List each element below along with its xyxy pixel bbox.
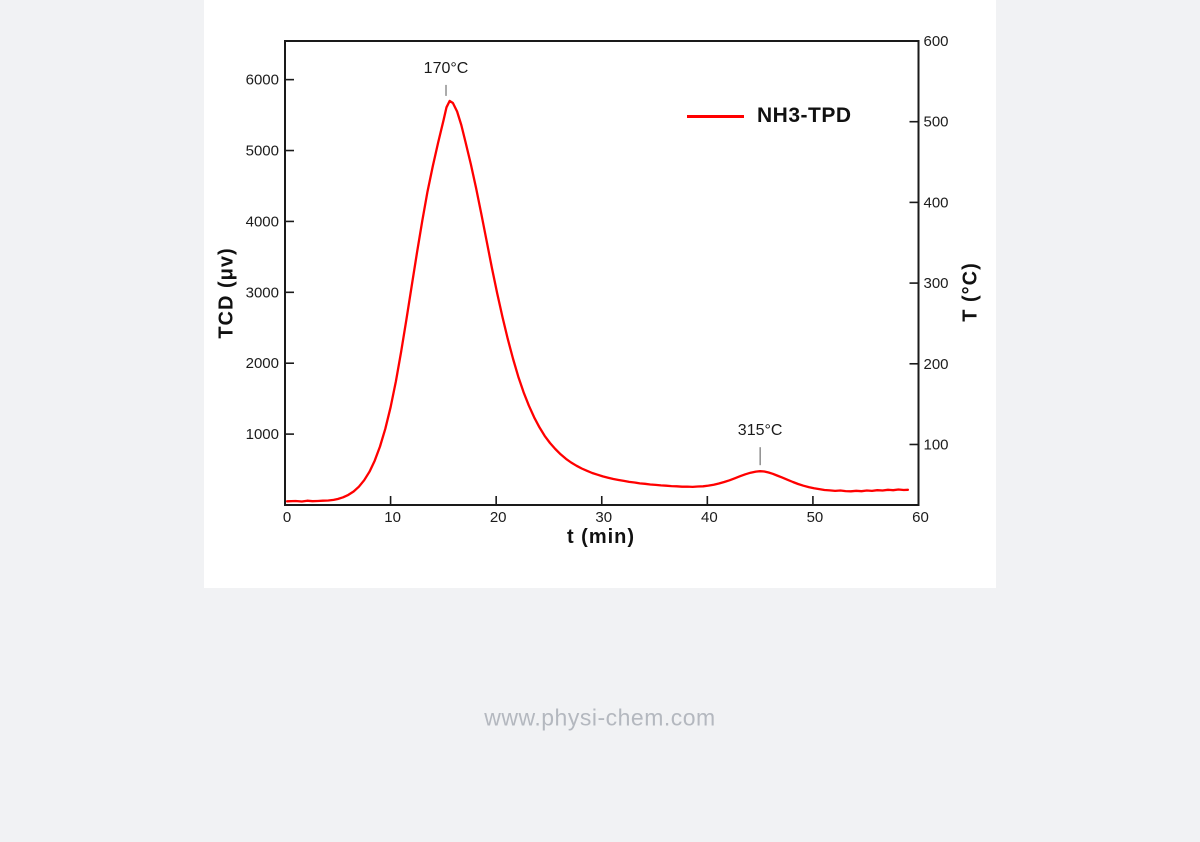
right-y-tick-label: 400 bbox=[924, 194, 949, 211]
axes-frame bbox=[284, 40, 920, 506]
chart-legend: NH3-TPD bbox=[687, 103, 852, 129]
left-y-tick-label: 5000 bbox=[246, 143, 279, 160]
right-y-axis-title: T (°C) bbox=[959, 262, 982, 322]
left-y-tick-label: 2000 bbox=[246, 355, 279, 372]
x-tick-label: 30 bbox=[595, 509, 612, 526]
peak-annotation-315: 315°C bbox=[737, 422, 783, 440]
right-y-tick-label: 600 bbox=[924, 33, 949, 50]
chart-panel: 0 10 20 30 40 50 60 1000 2000 3000 4000 5000 6000 100… bbox=[204, 0, 996, 588]
left-y-tick-label: 6000 bbox=[246, 72, 279, 89]
left-y-tick-label: 3000 bbox=[246, 284, 279, 301]
watermark-text: www.physi-chem.com bbox=[484, 704, 716, 731]
x-tick-label: 60 bbox=[912, 509, 929, 526]
left-y-axis-title: TCD (μv) bbox=[215, 247, 238, 339]
x-axis-title: t (min) bbox=[566, 526, 636, 548]
tpd-curve bbox=[285, 99, 910, 503]
right-y-tick-label: 500 bbox=[924, 114, 949, 131]
left-y-tick-label: 1000 bbox=[246, 426, 279, 443]
legend-line-swatch bbox=[687, 114, 744, 118]
right-y-tick-label: 200 bbox=[924, 356, 949, 373]
x-tick-label: 10 bbox=[384, 509, 401, 526]
x-tick-label: 20 bbox=[490, 509, 507, 526]
legend-label: NH3-TPD bbox=[757, 104, 852, 127]
right-y-tick-label: 100 bbox=[924, 436, 949, 453]
right-y-tick-label: 300 bbox=[924, 275, 949, 292]
left-y-tick-label: 4000 bbox=[246, 213, 279, 230]
x-tick-label: 0 bbox=[283, 509, 291, 526]
x-tick-label: 50 bbox=[807, 509, 824, 526]
peak-annotation-170: 170°C bbox=[423, 59, 469, 77]
tpd-chart-svg: 0 10 20 30 40 50 60 1000 2000 3000 4000 5000 6000 100… bbox=[246, 33, 949, 526]
x-tick-label: 40 bbox=[701, 509, 718, 526]
